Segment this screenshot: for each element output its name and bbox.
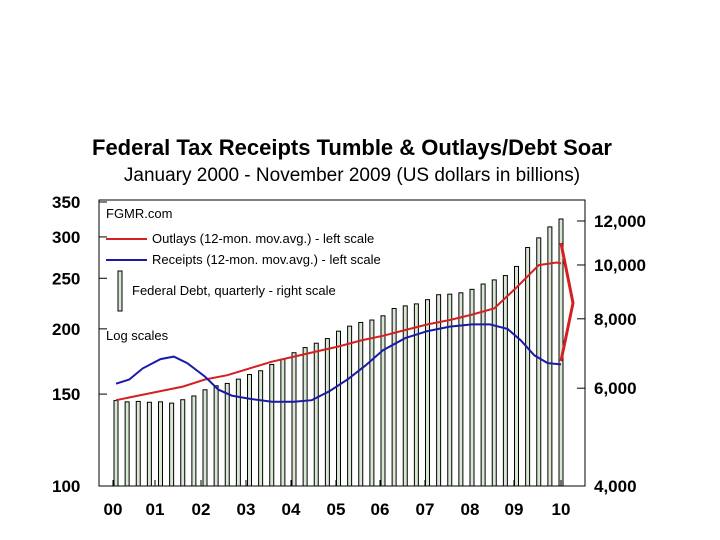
debt-bar — [380, 315, 386, 487]
debt-bar — [514, 265, 519, 487]
debt-bar — [291, 352, 297, 487]
debt-bar — [358, 321, 364, 487]
debt-bar — [235, 378, 241, 487]
debt-bar — [425, 299, 430, 487]
right-tick-label: 4,000 — [594, 477, 637, 496]
left-tick-label: 300 — [52, 228, 80, 247]
debt-bar — [336, 330, 341, 487]
source-label: FGMR.com — [106, 206, 172, 221]
x-tick-label: 03 — [237, 500, 256, 519]
debt-bar — [436, 294, 442, 487]
x-tick-label: 04 — [282, 500, 301, 519]
right-tick-label: 6,000 — [594, 379, 637, 398]
debt-bar — [369, 319, 375, 487]
debt-bar — [536, 237, 542, 487]
debt-bar — [347, 325, 353, 487]
debt-bar — [525, 247, 531, 487]
debt-bar — [158, 401, 163, 487]
debt-bar — [547, 226, 553, 487]
debt-bar — [413, 303, 419, 487]
right-tick-label: 10,000 — [594, 256, 646, 275]
x-tick-label: 07 — [416, 500, 435, 519]
log-scales-note: Log scales — [106, 328, 169, 343]
x-tick-label: 09 — [505, 500, 524, 519]
x-tick-label: 08 — [461, 500, 480, 519]
x-axis: 00 01 02 03 04 05 06 07 08 09 10 — [104, 480, 571, 519]
receipts-line — [115, 323, 562, 403]
debt-bar — [480, 283, 486, 487]
debt-bar — [124, 401, 130, 487]
debt-bar — [191, 395, 197, 487]
right-tick-label: 12,000 — [594, 212, 646, 231]
legend-label-debt: Federal Debt, quarterly - right scale — [132, 283, 336, 298]
legend-swatch-debt — [117, 270, 123, 312]
x-tick-label: 02 — [192, 500, 211, 519]
debt-bar — [180, 399, 186, 487]
right-axis: 4,000 6,000 8,000 10,000 12,000 — [577, 212, 646, 496]
debt-bar — [135, 400, 141, 487]
debt-bar — [146, 401, 152, 487]
x-tick-label: 05 — [327, 500, 346, 519]
debt-bar — [113, 400, 119, 487]
debt-bar — [213, 385, 219, 487]
debt-bar — [391, 307, 397, 487]
chart-subtitle: January 2000 - November 2009 (US dollars… — [124, 165, 580, 186]
debt-bar — [447, 293, 453, 487]
debt-bar — [202, 389, 208, 487]
left-tick-label: 350 — [52, 193, 80, 212]
debt-bar — [502, 275, 508, 487]
debt-bar — [313, 342, 319, 487]
debt-bar — [324, 338, 330, 487]
plot-frame — [98, 199, 586, 487]
debt-bar — [458, 292, 464, 487]
debt-bar — [469, 288, 475, 487]
x-tick-label: 10 — [552, 500, 571, 519]
right-tick-label: 8,000 — [594, 310, 637, 329]
left-tick-label: 250 — [52, 269, 80, 288]
left-tick-label: 150 — [52, 385, 80, 404]
series-lines — [115, 261, 562, 403]
outlays-line — [115, 261, 562, 402]
x-tick-label: 06 — [371, 500, 390, 519]
debt-bar — [402, 305, 408, 487]
chart-title: Federal Tax Receipts Tumble & Outlays/De… — [92, 135, 612, 160]
debt-bar — [491, 279, 497, 487]
debt-bars — [113, 218, 564, 487]
debt-bar — [224, 382, 230, 487]
legend: FGMR.com Outlays (12-mon. mov.avg.) - le… — [106, 206, 381, 343]
left-tick-label: 100 — [52, 477, 80, 496]
down-arrow-annotation — [559, 242, 575, 362]
legend-label-receipts: Receipts (12-mon. mov.avg.) - left scale — [152, 252, 381, 267]
x-tick-label: 00 — [104, 500, 123, 519]
debt-bar — [302, 347, 308, 487]
debt-bar — [169, 402, 175, 487]
debt-bar — [269, 363, 275, 487]
left-axis: 100 150 200 250 300 350 — [52, 193, 107, 496]
legend-label-outlays: Outlays (12-mon. mov.avg.) - left scale — [152, 231, 374, 246]
x-tick-label: 01 — [146, 500, 165, 519]
debt-bar — [247, 374, 252, 487]
left-tick-label: 200 — [52, 320, 80, 339]
debt-bar — [280, 358, 286, 487]
debt-bar — [258, 370, 264, 487]
